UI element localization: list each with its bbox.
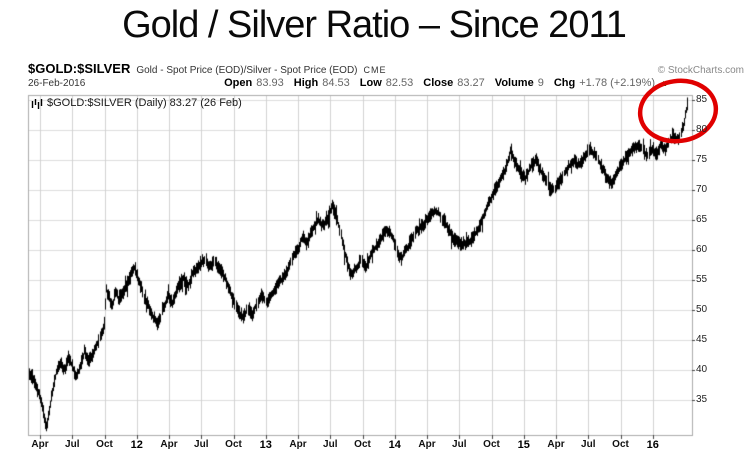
series-legend: $GOLD:$SILVER (Daily) 83.27 (26 Feb): [31, 97, 242, 109]
quote-label: Volume: [494, 77, 534, 89]
quote-date: 26-Feb-2016: [28, 78, 86, 89]
quote-value: +1.78 (+2.19%): [579, 77, 656, 89]
change-up-icon: ▲: [659, 78, 668, 88]
y-axis-tick-label: 80: [696, 124, 708, 135]
x-axis-tick-label: Jul: [65, 439, 80, 450]
y-axis-tick-label: 55: [696, 274, 708, 285]
x-axis-tick-label: Oct: [612, 439, 629, 450]
quote-label: Open: [224, 77, 253, 89]
x-axis-tick-label: Apr: [547, 439, 565, 450]
x-axis-tick-label: 15: [517, 439, 530, 451]
x-axis-tick-label: Jul: [452, 439, 467, 450]
x-axis-tick-label: 13: [259, 439, 272, 451]
copyright-notice: © StockCharts.com: [657, 65, 744, 76]
quote-value: 9: [537, 77, 544, 89]
quote-value: 83.93: [256, 77, 284, 89]
x-axis-tick-label: Jul: [194, 439, 209, 450]
chart-header-line2: 26-Feb-2016 Open 83.93 High 84.53 Low 82.53 Cl…: [28, 77, 668, 89]
chart-style-icon: [31, 98, 43, 109]
quote-label: Low: [359, 77, 382, 89]
quote-label: Close: [423, 77, 454, 89]
x-axis-tick-label: Apr: [418, 439, 436, 450]
quote-label: High: [293, 77, 319, 89]
x-axis-tick-label: Jul: [581, 439, 596, 450]
chart-header-line1: $GOLD:$SILVER Gold - Spot Price (EOD)/Si…: [28, 61, 744, 76]
x-axis-tick-label: Oct: [96, 439, 113, 450]
x-axis-tick-label: Oct: [354, 439, 371, 450]
x-axis-tick-label: Oct: [483, 439, 500, 450]
y-axis-tick-label: 50: [696, 304, 708, 315]
quote-value: 84.53: [322, 77, 350, 89]
series-legend-label: $GOLD:$SILVER (Daily) 83.27 (26 Feb): [47, 97, 242, 109]
page-title: Gold / Silver Ratio – Since 2011: [122, 4, 627, 46]
y-axis-tick-label: 70: [696, 184, 708, 195]
x-axis-tick-label: 12: [130, 439, 143, 451]
quote-value: 82.53: [385, 77, 414, 89]
ohlc-quote-row: Open 83.93 High 84.53 Low 82.53 Close 83.27 Volu…: [214, 77, 668, 89]
x-axis-tick-label: 14: [388, 439, 401, 451]
y-axis-tick-label: 60: [696, 244, 708, 255]
x-axis-tick-label: 16: [646, 439, 659, 451]
y-axis-tick-label: 35: [696, 394, 708, 405]
x-axis-tick-label: Apr: [289, 439, 307, 450]
ticker-description: Gold - Spot Price (EOD)/Silver - Spot Pr…: [136, 65, 358, 76]
x-axis-tick-label: Jul: [323, 439, 338, 450]
quote-value: 83.27: [457, 77, 485, 89]
x-axis-tick-label: Apr: [160, 439, 178, 450]
x-axis-tick-label: Apr: [31, 439, 49, 450]
exchange-label: CME: [363, 65, 387, 75]
ticker-symbol: $GOLD:$SILVER: [28, 61, 131, 76]
y-axis-tick-label: 45: [696, 334, 708, 345]
y-axis-tick-label: 40: [696, 364, 708, 375]
y-axis-tick-label: 65: [696, 214, 708, 225]
x-axis-tick-label: Oct: [225, 439, 242, 450]
y-axis-tick-label: 75: [696, 154, 708, 165]
y-axis-tick-label: 85: [696, 94, 708, 105]
quote-label: Chg: [553, 77, 576, 89]
